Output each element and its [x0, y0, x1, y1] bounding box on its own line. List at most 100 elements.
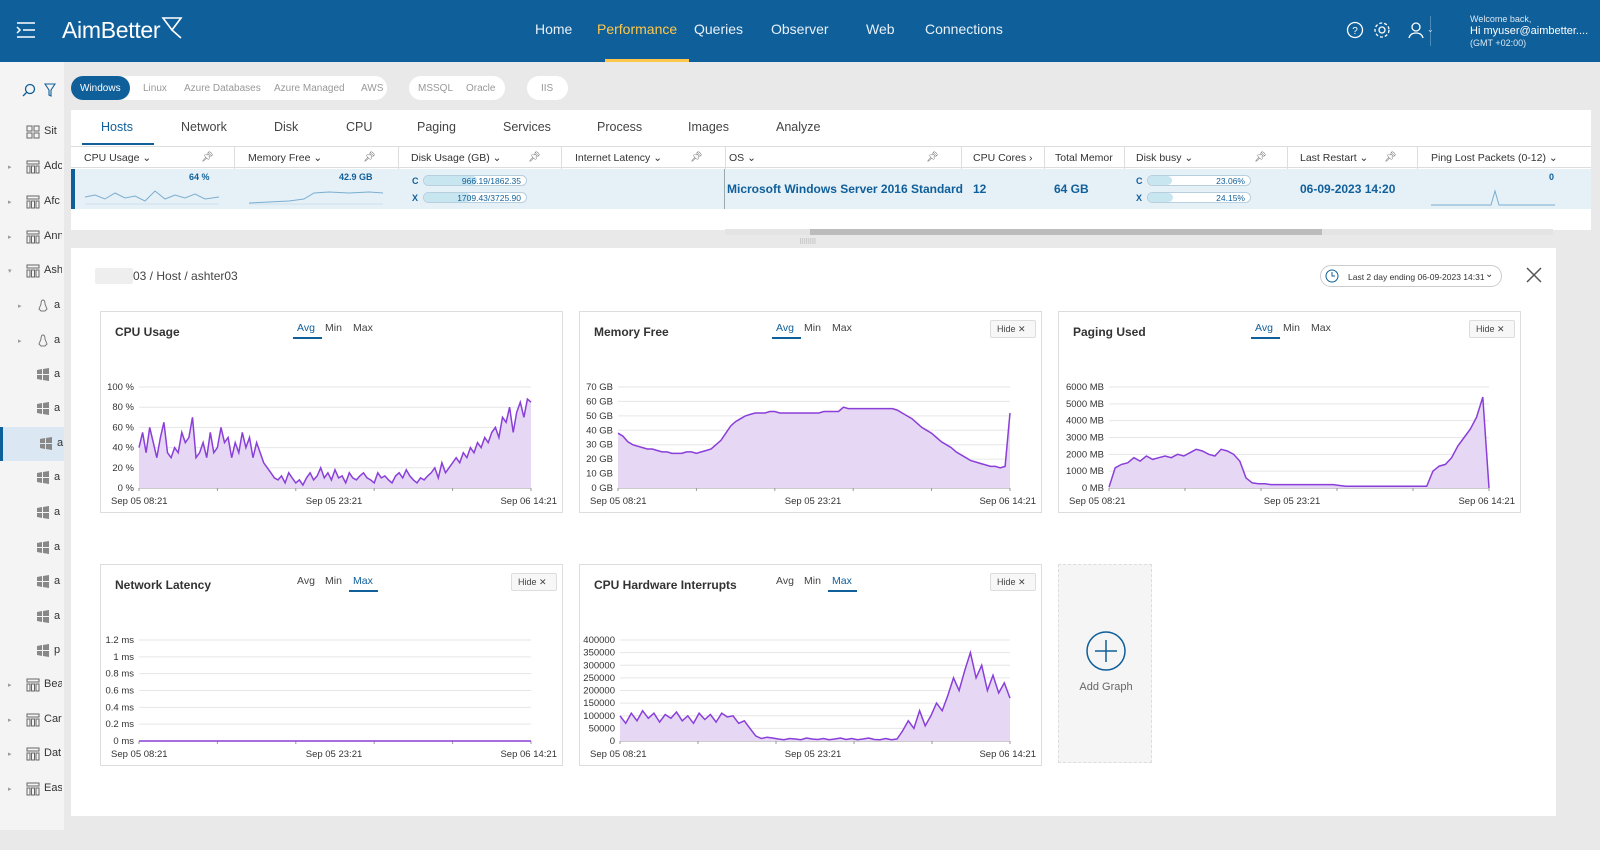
col-last-restart[interactable]: Last Restart ⌄	[1300, 152, 1369, 164]
sidebar-item-6[interactable]: ▸ a	[0, 324, 64, 358]
resize-handle[interactable]: ⠿⠿⠿⠿	[799, 239, 816, 246]
pin-icon[interactable]: 📌︎	[201, 152, 214, 163]
horizontal-scrollbar-thumb[interactable]	[810, 229, 1322, 235]
sidebar-item-2[interactable]: ▸ Afc	[0, 185, 64, 219]
nav-web[interactable]: Web	[866, 21, 895, 37]
hide-button[interactable]: Hide ✕	[990, 573, 1036, 591]
settings-gear-icon[interactable]	[1373, 21, 1391, 39]
expand-caret-icon[interactable]: ▸	[18, 303, 22, 310]
pin-icon[interactable]: 📌︎	[528, 152, 541, 163]
sidebar-item-17[interactable]: ▸ Car	[0, 703, 64, 737]
platform-oracle[interactable]: Oracle	[466, 83, 496, 94]
tab-network[interactable]: Network	[181, 120, 227, 134]
nav-observer[interactable]: Observer	[771, 21, 829, 37]
expand-caret-icon[interactable]: ▸	[8, 682, 12, 689]
nav-queries[interactable]: Queries	[694, 21, 744, 37]
col-cpu-usage[interactable]: CPU Usage ⌄	[84, 152, 152, 164]
platform-iis[interactable]: IIS	[541, 83, 554, 94]
platform-linux[interactable]: Linux	[143, 83, 167, 94]
tab-process[interactable]: Process	[597, 120, 643, 134]
sidebar-item-7[interactable]: a	[0, 358, 64, 392]
agg-avg[interactable]: Avg	[297, 322, 315, 334]
sidebar-item-11[interactable]: a	[0, 496, 64, 530]
agg-avg[interactable]: Avg	[1255, 322, 1273, 334]
sidebar-item-9[interactable]: a	[0, 427, 64, 461]
close-icon[interactable]	[1525, 266, 1543, 284]
time-range-selector[interactable]: Last 2 day ending 06-09-2023 14:31 ⌄	[1320, 265, 1502, 287]
pin-icon[interactable]: 📌︎	[926, 152, 939, 163]
platform-azure-databases[interactable]: Azure Databases	[184, 83, 261, 94]
pin-icon[interactable]: 📌︎	[1254, 152, 1267, 163]
expand-caret-icon[interactable]: ▾	[8, 268, 12, 275]
tab-services[interactable]: Services	[503, 120, 551, 134]
sidebar-item-5[interactable]: ▸ a	[0, 289, 64, 323]
col-internet-latency[interactable]: Internet Latency ⌄	[575, 152, 663, 164]
agg-avg[interactable]: Avg	[776, 575, 794, 587]
agg-max[interactable]: Max	[353, 322, 373, 334]
col-ping-lost-packets[interactable]: Ping Lost Packets (0-12) ⌄	[1431, 152, 1558, 164]
tab-hosts[interactable]: Hosts	[101, 120, 133, 134]
nav-home[interactable]: Home	[535, 21, 573, 37]
expand-caret-icon[interactable]: ▸	[18, 338, 22, 345]
agg-max[interactable]: Max	[1311, 322, 1331, 334]
expand-caret-icon[interactable]: ▸	[8, 751, 12, 758]
agg-avg[interactable]: Avg	[776, 322, 794, 334]
expand-caret-icon[interactable]: ▸	[8, 234, 12, 241]
expand-caret-icon[interactable]: ▸	[8, 786, 12, 793]
platform-mssql[interactable]: MSSQL	[418, 83, 454, 94]
host-row[interactable]: 64 % 42.9 GB C 966.19/1862.35 X 1709.43/…	[71, 169, 1591, 209]
sidebar-item-0[interactable]: Sit	[0, 115, 64, 149]
agg-min[interactable]: Min	[325, 322, 342, 334]
sidebar-item-8[interactable]: a	[0, 392, 64, 426]
agg-min[interactable]: Min	[804, 322, 821, 334]
col-total-memory[interactable]: Total Memor	[1055, 152, 1113, 164]
nav-performance[interactable]: Performance	[597, 21, 678, 37]
agg-max[interactable]: Max	[832, 575, 852, 587]
sidebar-item-18[interactable]: ▸ Dat	[0, 737, 64, 771]
agg-min[interactable]: Min	[325, 575, 342, 587]
sidebar-item-16[interactable]: ▸ Bea	[0, 668, 64, 702]
sidebar-item-12[interactable]: a	[0, 531, 64, 565]
sidebar-item-15[interactable]: p	[0, 634, 64, 668]
expand-caret-icon[interactable]: ▸	[8, 164, 12, 171]
sidebar-item-4[interactable]: ▾ Ash	[0, 254, 64, 288]
agg-avg[interactable]: Avg	[297, 575, 315, 587]
sidebar-item-14[interactable]: a	[0, 600, 64, 634]
platform-azure-managed[interactable]: Azure Managed	[274, 83, 345, 94]
tab-images[interactable]: Images	[688, 120, 729, 134]
tab-analyze[interactable]: Analyze	[776, 120, 821, 134]
add-graph-card[interactable]: Add Graph	[1058, 564, 1152, 763]
agg-max[interactable]: Max	[353, 575, 373, 587]
expand-caret-icon[interactable]: ▸	[8, 717, 12, 724]
pin-icon[interactable]: 📌︎	[690, 152, 703, 163]
hide-button[interactable]: Hide ✕	[990, 320, 1036, 338]
logo[interactable]: AimBetter	[62, 17, 183, 44]
search-icon[interactable]	[22, 83, 36, 97]
sidebar-item-19[interactable]: ▸ Eas	[0, 772, 64, 806]
col-disk-busy[interactable]: Disk busy ⌄	[1136, 152, 1194, 164]
agg-min[interactable]: Min	[1283, 322, 1300, 334]
col-memory-free[interactable]: Memory Free ⌄	[248, 152, 323, 164]
agg-min[interactable]: Min	[804, 575, 821, 587]
col-os[interactable]: OS ⌄	[729, 152, 756, 164]
user-chevron-down-icon[interactable]: ⌄	[1427, 25, 1434, 34]
tab-paging[interactable]: Paging	[417, 120, 456, 134]
col-cpu-cores[interactable]: CPU Cores ›	[973, 152, 1033, 164]
sidebar-item-3[interactable]: ▸ Ann	[0, 220, 64, 254]
tab-cpu[interactable]: CPU	[346, 120, 373, 134]
pin-icon[interactable]: 📌︎	[363, 152, 376, 163]
expand-caret-icon[interactable]: ▸	[8, 199, 12, 206]
pin-icon[interactable]: 📌︎	[1384, 152, 1397, 163]
collapse-menu-icon[interactable]	[16, 20, 36, 40]
help-icon[interactable]: ?	[1346, 21, 1364, 39]
col-disk-usage[interactable]: Disk Usage (GB) ⌄	[411, 152, 502, 164]
user-welcome[interactable]: Welcome back, Hi myuser@aimbetter.... (G…	[1470, 14, 1589, 48]
hide-button[interactable]: Hide ✕	[511, 573, 557, 591]
sidebar-item-13[interactable]: a	[0, 565, 64, 599]
nav-connections[interactable]: Connections	[925, 21, 1003, 37]
platform-aws[interactable]: AWS	[361, 83, 384, 94]
agg-max[interactable]: Max	[832, 322, 852, 334]
hide-button[interactable]: Hide ✕	[1469, 320, 1515, 338]
sidebar-item-1[interactable]: ▸ Adc	[0, 150, 64, 184]
user-icon[interactable]	[1407, 21, 1425, 39]
